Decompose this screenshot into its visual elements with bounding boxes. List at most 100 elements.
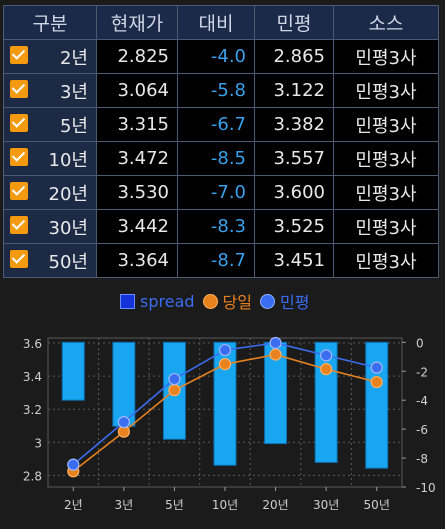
spread-bar	[314, 341, 338, 463]
minpyeong-cell: 3.122	[254, 73, 334, 108]
term-cell[interactable]: 30년	[3, 209, 97, 244]
x-axis-tick-label: 50년	[364, 498, 390, 512]
checkbox-checked-icon[interactable]	[10, 45, 28, 64]
today-point	[320, 363, 333, 376]
today-point	[117, 425, 130, 438]
change-cell: -8.7	[177, 243, 255, 278]
table-row[interactable]: 10년 3.472 -8.5 3.557 민평3사	[3, 141, 439, 176]
price-cell: 3.530	[96, 175, 178, 210]
right-axis-tick-label: -4	[416, 394, 428, 408]
minpyeong-line	[72, 342, 377, 466]
spread-bar	[61, 341, 85, 401]
spread-bar	[162, 341, 186, 440]
change-cell: -6.7	[177, 107, 255, 142]
today-point	[168, 384, 181, 397]
left-axis-tick-label: 3.4	[23, 370, 42, 384]
minpyeong-point	[370, 361, 383, 374]
minpyeong-cell: 3.600	[254, 175, 334, 210]
header-source[interactable]: 소스	[333, 5, 439, 40]
spread-bar	[112, 341, 136, 427]
today-line	[72, 353, 377, 472]
minpyeong-point	[320, 349, 333, 362]
term-label: 50년	[48, 251, 88, 273]
term-cell[interactable]: 5년	[3, 107, 97, 142]
checkbox-checked-icon[interactable]	[10, 215, 28, 234]
right-axis-tick-label: -10	[416, 481, 436, 495]
change-cell: -7.0	[177, 175, 255, 210]
change-cell: -5.8	[177, 73, 255, 108]
term-label: 2년	[59, 47, 88, 69]
change-cell: -8.5	[177, 141, 255, 176]
spread-bar	[264, 341, 288, 445]
table-row[interactable]: 3년 3.064 -5.8 3.122 민평3사	[3, 73, 439, 108]
legend-label-today: 당일	[222, 293, 252, 312]
legend-label-minpyeong: 민평	[279, 293, 310, 312]
term-cell[interactable]: 2년	[3, 39, 97, 74]
term-label: 20년	[48, 183, 88, 205]
right-axis-tick-label: 0	[416, 336, 424, 350]
source-cell: 민평3사	[333, 141, 439, 176]
term-label: 5년	[59, 115, 88, 137]
minpyeong-cell: 3.557	[254, 141, 334, 176]
table-row[interactable]: 20년 3.530 -7.0 3.600 민평3사	[3, 175, 439, 210]
term-cell[interactable]: 20년	[3, 175, 97, 210]
minpyeong-point	[269, 336, 282, 350]
legend-item-today[interactable]: 당일	[202, 289, 252, 313]
checkbox-checked-icon[interactable]	[10, 79, 28, 98]
term-cell[interactable]: 10년	[3, 141, 97, 176]
source-cell: 민평3사	[333, 107, 439, 142]
checkbox-checked-icon[interactable]	[10, 249, 28, 268]
right-axis-tick-label: -6	[416, 423, 428, 437]
spread-bar	[213, 341, 237, 466]
source-cell: 민평3사	[333, 209, 439, 244]
price-cell: 3.064	[96, 73, 178, 108]
price-cell: 3.315	[96, 107, 178, 142]
header-price[interactable]: 현재가	[96, 5, 178, 40]
legend-square-icon	[120, 293, 135, 309]
term-label: 30년	[48, 217, 88, 239]
legend-item-spread[interactable]: spread	[120, 292, 195, 311]
right-axis-tick-label: -8	[416, 452, 428, 466]
minpyeong-cell: 3.451	[254, 243, 334, 278]
price-cell: 3.364	[96, 243, 178, 278]
x-axis-tick-label: 20년	[262, 498, 288, 512]
x-axis-tick-label: 30년	[313, 498, 339, 512]
today-point	[218, 358, 232, 371]
left-axis-tick-label: 3.6	[23, 337, 42, 351]
x-axis-tick-label: 3년	[115, 498, 134, 512]
bond-quote-table: 구분 현재가 대비 민평 소스 2년 2.825 -4.0 2.865 민평3사 3년 3.…	[3, 5, 439, 278]
minpyeong-point	[67, 458, 80, 471]
legend-dot-icon	[259, 293, 275, 309]
minpyeong-point	[168, 372, 181, 386]
change-cell: -8.3	[177, 209, 255, 244]
chart-legend: spread 당일 민평	[120, 289, 309, 313]
today-point	[67, 465, 80, 478]
price-cell: 3.442	[96, 209, 178, 244]
price-cell: 3.472	[96, 141, 178, 176]
term-cell[interactable]: 3년	[3, 73, 97, 108]
table-row[interactable]: 50년 3.364 -8.7 3.451 민평3사	[3, 243, 439, 278]
checkbox-checked-icon[interactable]	[10, 181, 28, 200]
source-cell: 민평3사	[333, 73, 439, 108]
checkbox-checked-icon[interactable]	[10, 147, 28, 166]
term-label: 10년	[48, 149, 88, 171]
header-term[interactable]: 구분	[3, 5, 97, 40]
checkbox-checked-icon[interactable]	[10, 113, 28, 132]
legend-item-minpyeong[interactable]: 민평	[259, 289, 310, 313]
left-axis-tick-label: 2.8	[23, 469, 42, 483]
table-header-row: 구분 현재가 대비 민평 소스	[3, 5, 439, 40]
x-axis-tick-label: 2년	[64, 498, 83, 512]
minpyeong-point	[117, 416, 130, 429]
table-row[interactable]: 30년 3.442 -8.3 3.525 민평3사	[3, 209, 439, 244]
minpyeong-point	[218, 343, 232, 357]
term-cell[interactable]: 50년	[3, 243, 97, 278]
table-row[interactable]: 2년 2.825 -4.0 2.865 민평3사	[3, 39, 439, 74]
price-cell: 2.825	[96, 39, 178, 74]
x-axis-tick-label: 5년	[165, 498, 184, 512]
today-point	[370, 375, 383, 389]
header-minpyeong[interactable]: 민평	[254, 5, 334, 40]
left-axis-tick-label: 3	[34, 436, 42, 450]
table-row[interactable]: 5년 3.315 -6.7 3.382 민평3사	[3, 107, 439, 142]
header-change[interactable]: 대비	[177, 5, 255, 40]
minpyeong-cell: 2.865	[254, 39, 334, 74]
